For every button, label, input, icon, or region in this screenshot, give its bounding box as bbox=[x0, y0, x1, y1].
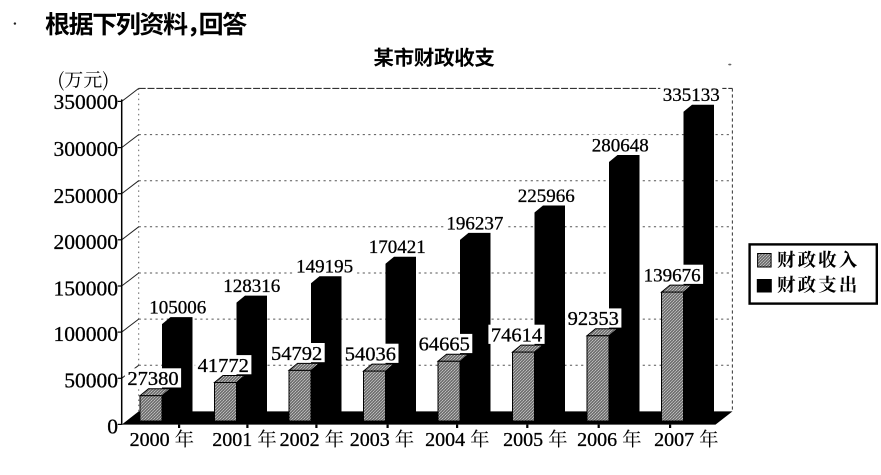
svg-text:0: 0 bbox=[107, 415, 118, 439]
svg-text:64665: 64665 bbox=[419, 334, 470, 356]
svg-text:41772: 41772 bbox=[198, 355, 249, 377]
svg-text:250000: 250000 bbox=[54, 184, 119, 208]
svg-text:150000: 150000 bbox=[54, 276, 119, 300]
svg-text:2004: 2004 bbox=[425, 429, 465, 451]
svg-text:2005: 2005 bbox=[503, 429, 543, 451]
svg-text:2007: 2007 bbox=[654, 429, 694, 451]
svg-text:280648: 280648 bbox=[592, 135, 649, 156]
svg-text:100000: 100000 bbox=[54, 322, 119, 346]
svg-text:300000: 300000 bbox=[54, 137, 119, 161]
svg-text:54036: 54036 bbox=[345, 344, 396, 366]
svg-text:2006: 2006 bbox=[577, 429, 617, 451]
svg-text:225966: 225966 bbox=[518, 186, 575, 207]
svg-text:105006: 105006 bbox=[149, 298, 206, 319]
svg-text:350000: 350000 bbox=[54, 90, 119, 114]
svg-text:92353: 92353 bbox=[568, 308, 619, 330]
svg-text:139676: 139676 bbox=[644, 266, 701, 287]
svg-text:2002: 2002 bbox=[280, 429, 320, 451]
svg-text:50000: 50000 bbox=[64, 369, 118, 393]
svg-text:27380: 27380 bbox=[127, 368, 178, 390]
svg-text:200000: 200000 bbox=[54, 230, 119, 254]
svg-text:54792: 54792 bbox=[271, 343, 322, 365]
svg-text:74614: 74614 bbox=[491, 325, 542, 347]
svg-text:196237: 196237 bbox=[446, 213, 503, 234]
svg-text:335133: 335133 bbox=[663, 85, 720, 106]
svg-text:128316: 128316 bbox=[223, 276, 280, 297]
svg-text:2001: 2001 bbox=[212, 429, 252, 451]
svg-text:2000: 2000 bbox=[130, 429, 170, 451]
svg-text:2003: 2003 bbox=[350, 429, 390, 451]
svg-text:170421: 170421 bbox=[369, 237, 426, 258]
svg-text:149195: 149195 bbox=[296, 257, 353, 278]
